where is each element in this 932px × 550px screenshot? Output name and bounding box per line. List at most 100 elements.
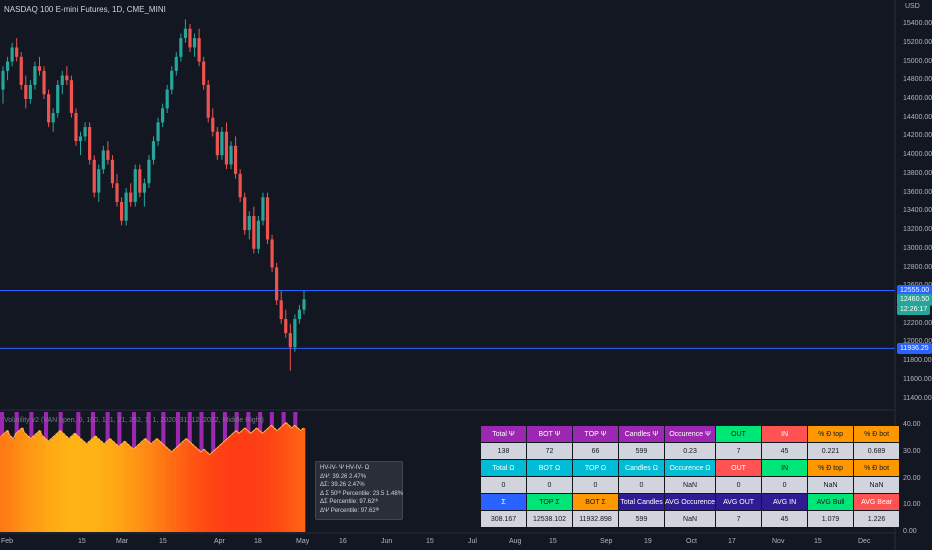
indicator-bar — [82, 441, 86, 532]
price-tag[interactable]: 11936.25 — [897, 343, 932, 355]
indicator-title[interactable]: Volatility v2 (VAN open, 0, 100, 1, 1, 2… — [4, 417, 264, 424]
stats-cell: 12538.102 — [527, 511, 572, 527]
price-tick-label: 14200.00 — [903, 132, 932, 140]
indicator-bar — [52, 436, 57, 532]
stats-cell: NaN — [854, 477, 900, 493]
candle-body — [233, 145, 238, 174]
indicator-bar — [173, 449, 177, 532]
indicator-bar — [117, 446, 121, 532]
indicator-bar — [281, 425, 285, 532]
stats-cell: BOT Σ — [573, 494, 618, 510]
price-tick-label: 12200.00 — [903, 319, 932, 327]
stats-cell: 66 — [573, 443, 618, 459]
price-tag[interactable]: 12460.50 — [897, 294, 932, 306]
indicator-bar — [237, 433, 241, 532]
candle-body — [229, 145, 233, 165]
stats-cell: NaN — [665, 477, 716, 493]
stats-cell: IN — [762, 460, 808, 476]
candle-body — [206, 84, 210, 118]
indicator-bar — [246, 430, 250, 532]
time-tick-label: Dec — [858, 538, 871, 545]
price-tick-label: 11800.00 — [903, 357, 932, 365]
indicator-tick-label: 0.00 — [903, 528, 917, 535]
indicator-bar — [202, 449, 206, 532]
indicator-bar — [255, 428, 259, 532]
stats-cell: AVG OUT — [716, 494, 762, 510]
currency-label[interactable]: USD — [905, 3, 920, 10]
stats-cell: BOT Ω — [527, 460, 572, 476]
indicator-bar — [208, 454, 212, 532]
indicator-bar — [29, 438, 33, 532]
stats-cell: % Ð bot — [854, 426, 900, 442]
indicator-bar — [155, 438, 159, 532]
candle-body — [252, 216, 256, 249]
indicator-bar — [272, 428, 276, 532]
indicator-bar — [190, 444, 194, 532]
indicator-bar — [23, 433, 27, 532]
time-tick-label: Sep — [600, 538, 613, 545]
candle-body — [302, 299, 306, 310]
indicator-bar — [8, 436, 13, 532]
indicator-bar — [87, 441, 92, 532]
stats-cell: 308.167 — [481, 511, 526, 527]
stats-row: Total Ψ BOT Ψ TOP Ψ Candles Ψ Occurence Ψ OUT… — [481, 426, 900, 442]
candle-body — [279, 300, 283, 320]
candle-body — [5, 61, 10, 71]
indicator-bar — [35, 433, 39, 532]
chart-title: NASDAQ 100 E-mini Futures, 1D, CME_MINI — [4, 5, 166, 14]
indicator-bar — [49, 438, 54, 532]
indicator-bar — [55, 433, 59, 532]
price-tick-label: 13200.00 — [903, 226, 932, 234]
stats-cell: 0 — [619, 477, 664, 493]
indicator-bar — [129, 446, 133, 532]
time-tick-label: Oct — [686, 538, 697, 545]
price-tick-label: 14000.00 — [903, 151, 932, 159]
candle-body — [110, 159, 115, 184]
price-tick-label: 13800.00 — [903, 169, 932, 177]
stats-row: Σ TOP Σ BOT Σ Total Candles AVG Occurence AVG… — [481, 494, 900, 510]
candle-body — [1, 70, 5, 90]
price-tag[interactable]: 12:26:17 — [897, 304, 931, 316]
candle-body — [265, 197, 270, 240]
indicator-bar — [123, 441, 127, 532]
price-tick-label: 13600.00 — [903, 188, 932, 196]
indicator-bar — [137, 444, 142, 532]
candle-body — [129, 192, 133, 202]
indicator-bar — [58, 430, 62, 532]
indicator-bar — [70, 436, 74, 532]
indicator-bar — [231, 433, 235, 532]
candle-body — [297, 309, 302, 320]
indicator-bar — [278, 428, 282, 532]
candle-body — [188, 28, 192, 48]
candle-body — [19, 56, 23, 85]
tooltip-line: ΔΨ: 39.26 2.47% — [320, 473, 367, 480]
candle-body — [215, 131, 219, 156]
stats-cell: Occurence Ω — [665, 460, 716, 476]
indicator-bar — [108, 438, 112, 532]
indicator-bar — [5, 430, 10, 532]
candle-body — [24, 84, 28, 99]
indicator-bar — [43, 438, 48, 532]
candle-body — [197, 38, 201, 62]
candle-body — [220, 131, 224, 156]
price-tick-label: 14800.00 — [903, 76, 932, 84]
indicator-bar — [38, 430, 42, 532]
candle-body — [256, 220, 260, 249]
stats-table: Total Ψ BOT Ψ TOP Ψ Candles Ψ Occurence Ψ OUT… — [480, 425, 900, 528]
stats-cell: IN — [762, 426, 808, 442]
indicator-bar — [85, 444, 89, 532]
candle-body — [106, 150, 110, 160]
candle-body — [261, 197, 265, 221]
price-tick-label: 15000.00 — [903, 57, 932, 65]
stats-cell: TOP Ψ — [573, 426, 618, 442]
indicator-bar — [196, 449, 200, 532]
indicator-bar — [170, 452, 174, 532]
indicator-bar — [102, 444, 106, 532]
price-tick-label: 14400.00 — [903, 113, 932, 121]
indicator-bar — [41, 436, 45, 532]
price-tag[interactable]: 12555.00 — [897, 285, 932, 297]
indicator-bar — [131, 449, 136, 532]
indicator-bar — [134, 446, 139, 532]
